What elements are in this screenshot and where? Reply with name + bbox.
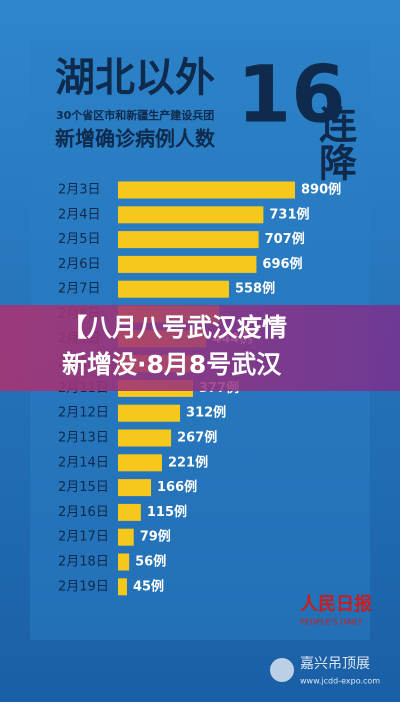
source: 人民日报 [300, 593, 372, 615]
value-label: 707例 [265, 231, 305, 247]
category-label: 2月6日 [58, 257, 101, 272]
subtitle-2: 新增确诊病例人数 [55, 127, 216, 151]
title-suffix: 连降 [313, 105, 357, 181]
category-label: 2月12日 [58, 406, 109, 421]
watermark-name: 嘉兴吊顶展 [300, 656, 370, 672]
bar [118, 181, 295, 199]
category-label: 2月15日 [58, 480, 109, 495]
bar [118, 280, 229, 298]
watermark-url: www.jcdd-expo.com [300, 677, 380, 686]
bar [118, 255, 257, 273]
bar [118, 528, 134, 546]
category-label: 2月4日 [58, 207, 101, 222]
bar [118, 479, 152, 497]
bar [118, 206, 264, 224]
bar [118, 429, 172, 447]
category-label: 2月3日 [58, 183, 101, 198]
category-label: 2月13日 [58, 431, 109, 446]
banner-line-2: 新增没·8月8号武汉 [62, 350, 282, 379]
bar [118, 578, 127, 596]
source-en: PEOPLE'S DAILY [300, 618, 363, 627]
watermark-logo [270, 658, 294, 682]
category-label: 2月7日 [58, 282, 101, 297]
value-label: 79例 [140, 529, 171, 545]
category-label: 2月17日 [58, 530, 109, 545]
bar [118, 231, 259, 249]
value-label: 267例 [177, 430, 217, 446]
title: 湖北以外 [55, 55, 215, 101]
category-label: 2月16日 [58, 505, 109, 520]
category-label: 2月14日 [58, 455, 109, 470]
value-label: 221例 [168, 454, 208, 470]
value-label: 890例 [301, 182, 341, 198]
value-label: 731例 [269, 206, 309, 222]
banner-line-1: 【八月八号武汉疫情 [62, 313, 287, 342]
subtitle: 30个省区市和新疆生产建设兵团 [56, 108, 214, 122]
title-number: 16 [237, 50, 346, 140]
value-label: 115例 [147, 504, 187, 520]
banner [0, 305, 400, 391]
bar [118, 553, 130, 571]
bar [118, 454, 162, 472]
value-label: 166例 [157, 479, 197, 495]
category-label: 2月19日 [58, 579, 109, 594]
bar [118, 404, 181, 422]
value-label: 696例 [262, 256, 302, 272]
category-label: 2月18日 [58, 555, 109, 570]
bar [118, 503, 141, 521]
value-label: 56例 [135, 554, 166, 570]
value-label: 312例 [186, 405, 226, 421]
value-label: 558例 [235, 281, 275, 297]
value-label: 45例 [133, 578, 164, 594]
category-label: 2月5日 [58, 232, 101, 247]
